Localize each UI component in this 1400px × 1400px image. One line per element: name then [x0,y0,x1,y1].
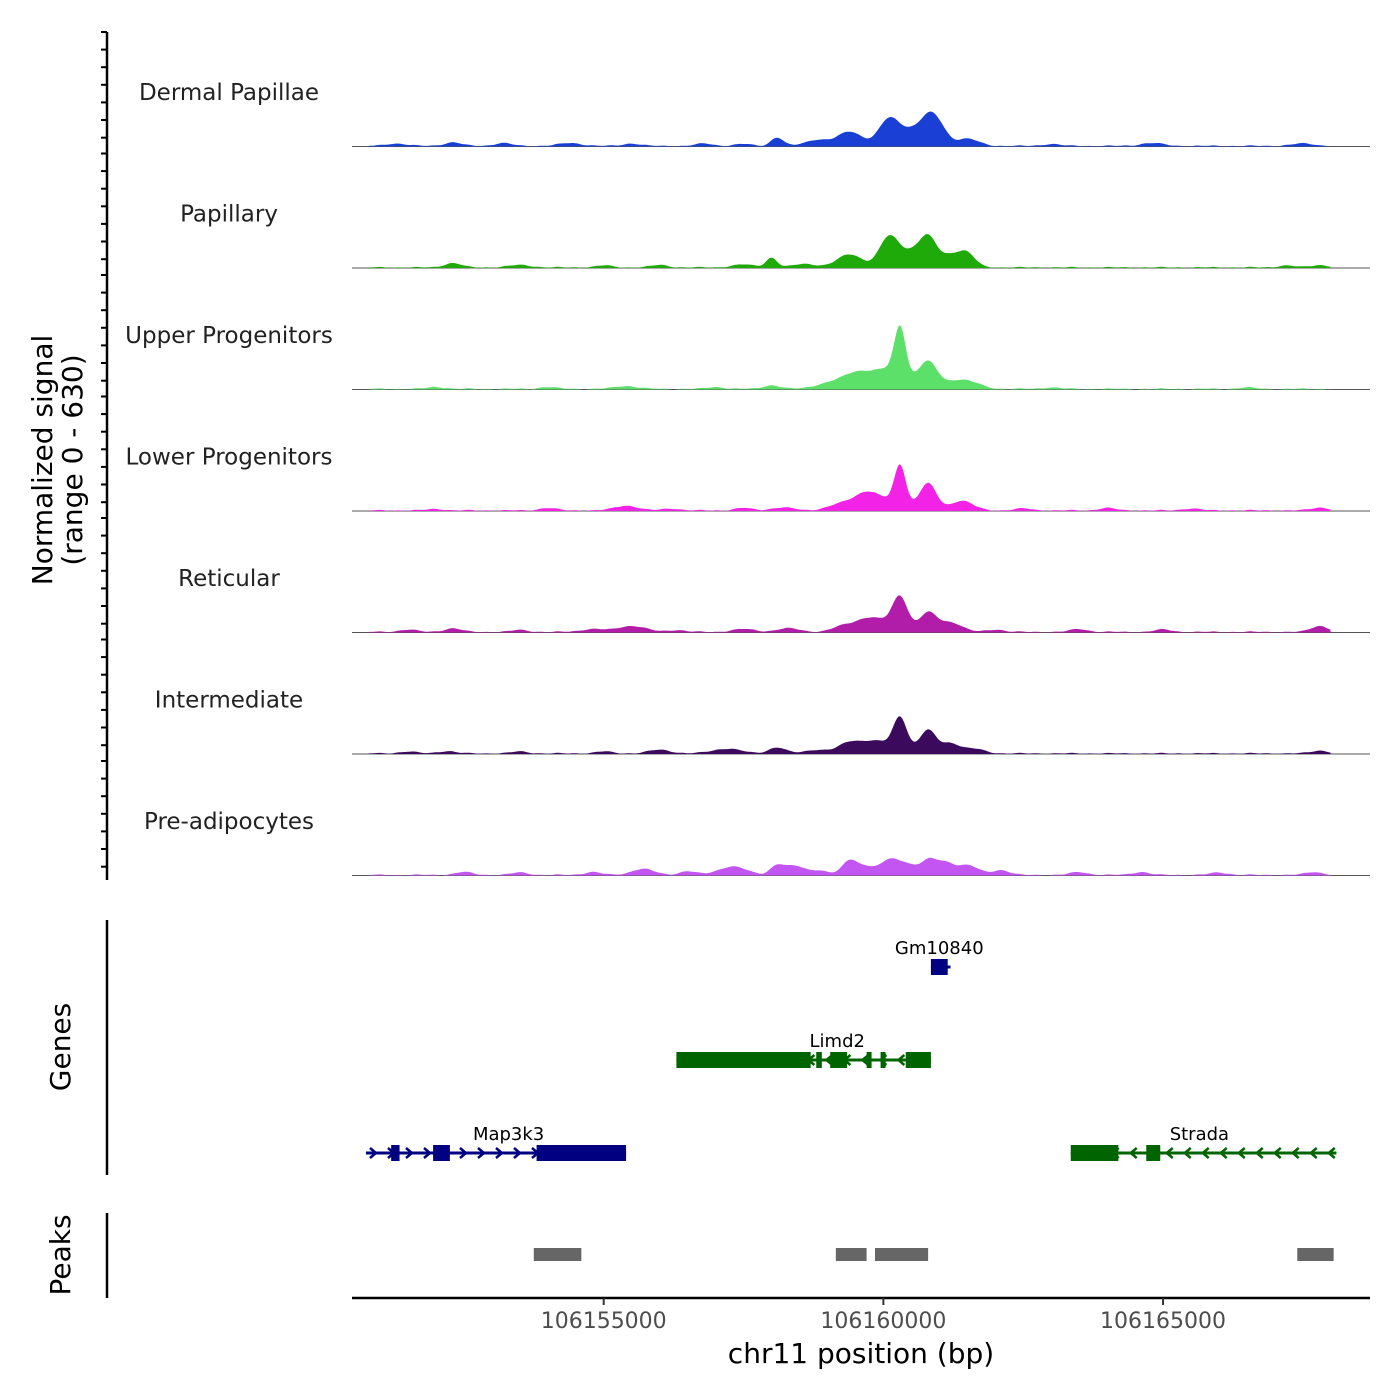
gene-label: Strada [1170,1124,1229,1145]
strand-arrow [1218,1147,1228,1159]
strand-arrow [1272,1147,1282,1159]
strand-arrow [1290,1147,1300,1159]
strand-arrow [1254,1147,1264,1159]
track-label: Reticular [178,566,280,592]
strand-arrow [495,1147,504,1159]
signal-area [368,716,1331,754]
gene-exon [905,1052,931,1068]
y-axis-label-line1: Normalized signal [26,335,59,586]
gene-exon [930,959,948,975]
signal-y-axis [101,31,109,880]
x-tick-label: 106165000 [1100,1309,1226,1334]
gene-exon [536,1145,627,1161]
strand-arrow [1182,1147,1192,1159]
track-label: Upper Progenitors [125,323,333,349]
track-intermediate: Intermediate [155,688,1370,755]
genes-track-label: Genes [44,1003,77,1091]
track-label: Pre-adipocytes [144,809,314,835]
y-axis-label-line2: (range 0 - 630) [56,354,89,565]
gene-exon [391,1145,400,1161]
gene-exon [1146,1145,1161,1161]
track-lower-progenitors: Lower Progenitors [126,445,1370,512]
peak-regions-track [533,1248,1334,1261]
gene-exon [676,1052,811,1068]
signal-tracks: Dermal Papillae Papillary Upper Progenitor… [125,80,1370,876]
strand-arrow [1326,1147,1336,1159]
signal-area [368,111,1331,147]
gene-label: Gm10840 [895,938,984,959]
gene-label: Map3k3 [473,1124,544,1145]
strand-arrow [1164,1147,1174,1159]
strand-arrow [405,1147,414,1159]
track-label: Lower Progenitors [126,445,333,471]
x-tick-label: 106155000 [541,1309,667,1334]
track-upper-progenitors: Upper Progenitors [125,323,1370,390]
strand-arrow [459,1147,468,1159]
signal-area [368,234,1331,268]
peak-region [1297,1248,1334,1261]
gene-strada: Strada [1070,1124,1337,1161]
gene-annotation-track: Gm10840 Limd2 Map3k3 Strada [365,938,1337,1161]
gene-exon [866,1052,872,1068]
track-papillary: Papillary [180,202,1370,269]
strand-arrow [477,1147,486,1159]
signal-area [368,325,1331,390]
gene-limd2: Limd2 [676,1031,931,1068]
peak-region [874,1248,929,1261]
peak-region [835,1248,867,1261]
gene-gm10840: Gm10840 [895,938,984,975]
gene-exon [830,1052,848,1068]
strand-arrow [1200,1147,1210,1159]
gene-exon [816,1052,822,1068]
track-pre-adipocytes: Pre-adipocytes [144,809,1370,876]
track-label: Dermal Papillae [139,80,319,106]
track-label: Papillary [180,202,278,228]
strand-arrow [860,1054,870,1066]
peaks-track-label: Peaks [44,1214,77,1295]
gene-map3k3: Map3k3 [365,1124,627,1161]
gene-label: Limd2 [810,1031,865,1052]
signal-area [368,464,1331,511]
strand-arrow [1236,1147,1246,1159]
strand-arrow [1128,1147,1138,1159]
gene-exon [880,1052,886,1068]
peak-region [533,1248,582,1261]
signal-area [368,595,1331,633]
track-reticular: Reticular [178,566,1370,633]
track-dermal-papillae: Dermal Papillae [139,80,1370,147]
strand-arrow [423,1147,432,1159]
x-axis-label: chr11 position (bp) [728,1337,994,1370]
strand-arrow [369,1147,378,1159]
x-tick-label: 106160000 [820,1309,946,1334]
x-axis-ticks: 106155000 106160000 106165000 [541,1298,1226,1334]
track-label: Intermediate [155,688,303,714]
gene-exon [1070,1145,1119,1161]
strand-arrow [896,1054,906,1066]
strand-arrow [513,1147,522,1159]
signal-area [368,857,1331,876]
strand-arrow [1308,1147,1318,1159]
gene-exon [433,1145,450,1161]
